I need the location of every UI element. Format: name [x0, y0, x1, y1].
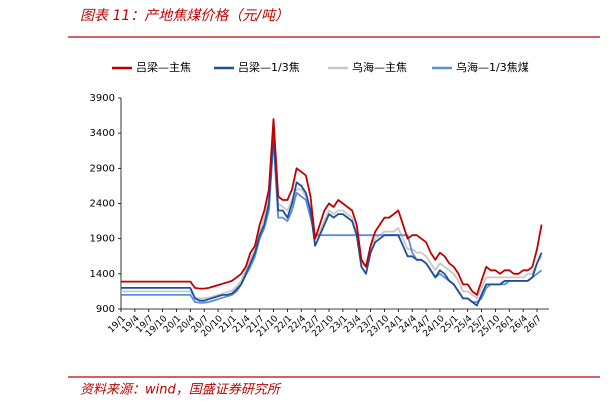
series-line: [121, 118, 543, 296]
y-tick-label: 3400: [90, 128, 115, 139]
y-tick-label: 3900: [90, 93, 115, 104]
legend-label: 乌海—主焦: [352, 60, 407, 74]
series-line: [121, 125, 543, 300]
series-line: [121, 132, 543, 307]
series-line: [121, 139, 543, 304]
y-tick-label: 2400: [90, 199, 115, 210]
y-tick-label: 1900: [90, 234, 115, 245]
y-tick-label: 2900: [90, 163, 115, 174]
source: 资料来源：wind，国盛证券研究所: [80, 382, 282, 398]
y-tick-label: 900: [96, 304, 115, 315]
y-tick-label: 1400: [90, 269, 115, 280]
legend-label: 乌海—1/3焦煤: [456, 60, 529, 74]
legend-label: 吕梁—主焦: [136, 60, 191, 74]
chart-title: 图表 11：产地焦煤价格（元/吨）: [80, 8, 289, 24]
legend-label: 吕梁—1/3焦: [238, 60, 300, 74]
